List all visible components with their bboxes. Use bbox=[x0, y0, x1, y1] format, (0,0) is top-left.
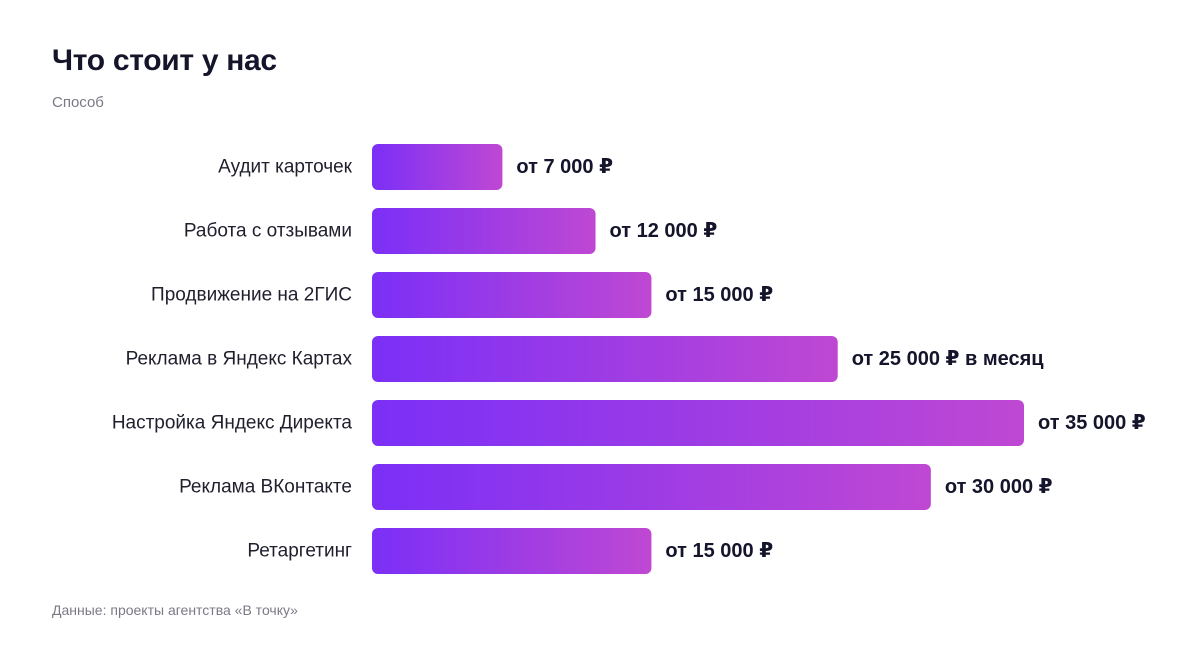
bar bbox=[372, 464, 931, 510]
value-label: от 30 000 ₽ bbox=[945, 476, 1053, 498]
chart-title: Что стоит у нас bbox=[52, 44, 277, 77]
chart-subtitle: Способ bbox=[52, 94, 104, 111]
category-label: Реклама ВКонтакте bbox=[179, 477, 352, 498]
value-label: от 25 000 ₽ в месяц bbox=[852, 348, 1045, 370]
bar bbox=[372, 144, 503, 190]
category-label: Ретаргетинг bbox=[247, 541, 352, 562]
category-label: Аудит карточек bbox=[218, 157, 353, 178]
category-label: Продвижение на 2ГИС bbox=[151, 285, 352, 306]
value-label: от 35 000 ₽ bbox=[1038, 412, 1146, 434]
data-source-note: Данные: проекты агентства «В точку» bbox=[52, 602, 298, 618]
value-label: от 12 000 ₽ bbox=[610, 220, 718, 242]
category-label: Настройка Яндекс Директа bbox=[112, 413, 353, 434]
value-label: от 7 000 ₽ bbox=[516, 156, 613, 178]
bar bbox=[372, 208, 596, 254]
bar bbox=[372, 336, 838, 382]
value-label: от 15 000 ₽ bbox=[665, 284, 773, 306]
category-label: Реклама в Яндекс Картах bbox=[126, 349, 353, 370]
bar bbox=[372, 528, 652, 574]
bar bbox=[372, 272, 652, 318]
category-label: Работа с отзывами bbox=[184, 221, 352, 242]
value-label: от 15 000 ₽ bbox=[665, 540, 773, 562]
bar bbox=[372, 400, 1024, 446]
